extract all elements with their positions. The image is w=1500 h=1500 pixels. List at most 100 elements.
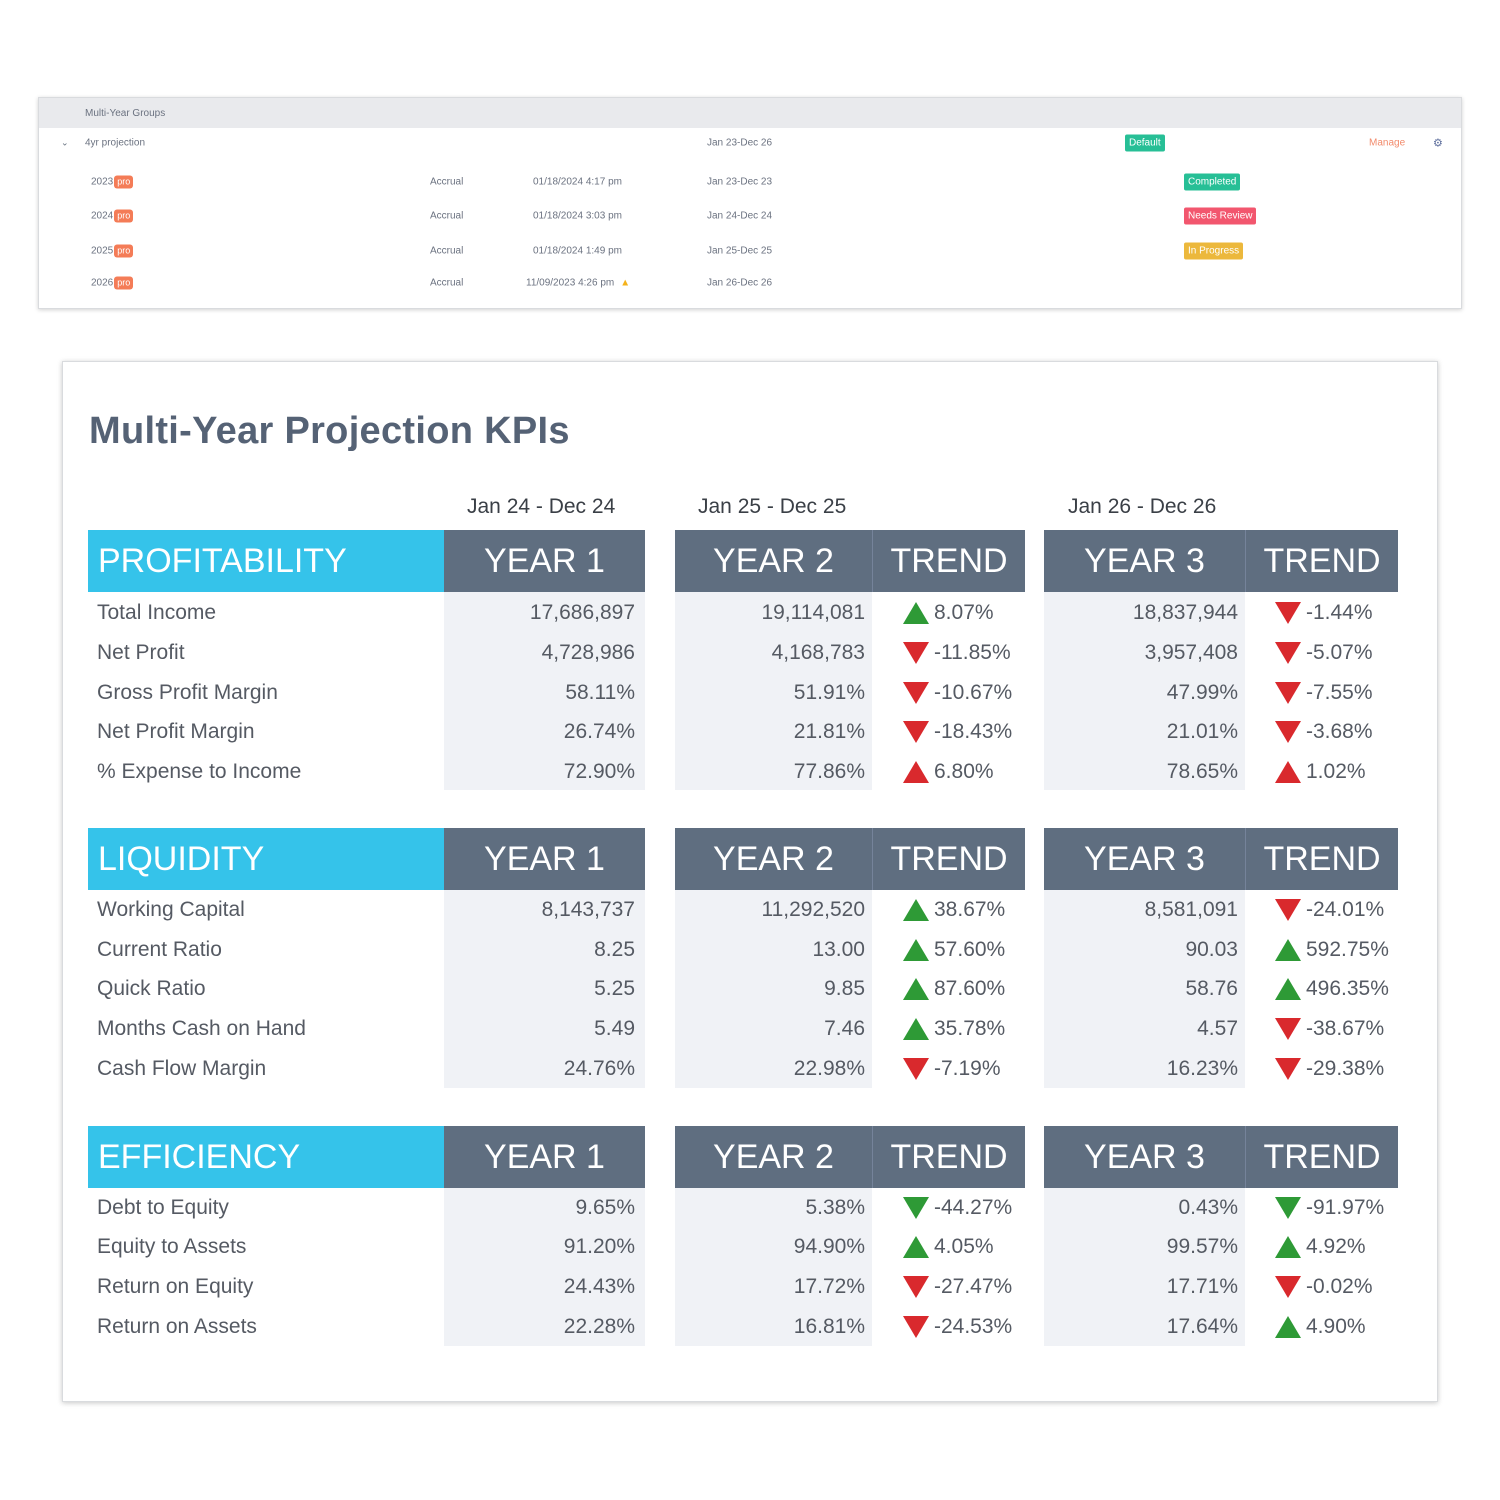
trend-up-icon	[903, 939, 929, 961]
trend-up-icon	[1275, 978, 1301, 1000]
table-row: Net Profit 4,728,986 4,168,783 -11.85% 3…	[97, 641, 1373, 664]
trend-up-icon	[903, 978, 929, 1000]
section-liquidity: LIQUIDITY YEAR 1 YEAR 2 TREND YEAR 3 TRE…	[63, 828, 1437, 1088]
period-year3: Jan 26 - Dec 26	[1068, 495, 1217, 518]
list-item[interactable]: 2026 pro Accrual 11/09/2023 4:26 pm ▲ Jan …	[39, 273, 1461, 293]
default-badge: Default	[1125, 134, 1165, 152]
trend-down-icon	[1275, 1197, 1301, 1219]
warning-triangle-icon: ▲	[620, 277, 631, 289]
table-row: Working Capital 8,143,737 11,292,520 38.…	[97, 898, 1385, 921]
item-range: Jan 24-Dec 24	[707, 210, 773, 222]
year3-header: YEAR 3	[1044, 1126, 1245, 1188]
manage-link[interactable]: Manage	[1369, 137, 1406, 149]
trend2-header: TREND	[872, 1126, 1025, 1188]
item-updated: 01/18/2024 4:17 pm	[533, 176, 622, 188]
trend-up-icon	[1275, 1236, 1301, 1258]
status-badge: Needs Review	[1184, 207, 1257, 225]
table-row: Months Cash on Hand 5.49 7.46 35.78% 4.5…	[97, 1017, 1385, 1040]
trend-down-icon	[903, 682, 929, 704]
item-year[interactable]: 2026	[91, 277, 114, 289]
item-range: Jan 23-Dec 23	[707, 176, 773, 188]
trend-up-icon	[903, 1236, 929, 1258]
item-range: Jan 26-Dec 26	[707, 277, 773, 289]
status-badge: In Progress	[1184, 242, 1244, 260]
table-row: Net Profit Margin 26.74% 21.81% -18.43% …	[97, 720, 1373, 743]
item-method: Accrual	[430, 277, 464, 289]
list-item[interactable]: 2024 pro Accrual 01/18/2024 3:03 pm Jan 2…	[39, 206, 1461, 226]
list-item[interactable]: 2025 pro Accrual 01/18/2024 1:49 pm Jan 2…	[39, 241, 1461, 261]
item-updated: 11/09/2023 4:26 pm	[526, 277, 615, 289]
status-badge: Completed	[1184, 173, 1241, 191]
trend-up-icon	[903, 899, 929, 921]
item-updated: 01/18/2024 1:49 pm	[533, 245, 622, 257]
group-row[interactable]: ⌄ 4yr projection Jan 23-Dec 26 Default M…	[39, 133, 1461, 153]
section-profitability: PROFITABILITY YEAR 1 YEAR 2 TREND YEAR 3…	[63, 530, 1437, 790]
year1-header: YEAR 1	[444, 828, 645, 890]
year1-header: YEAR 1	[444, 1126, 645, 1188]
year3-header: YEAR 3	[1044, 530, 1245, 592]
trend-down-icon	[903, 1058, 929, 1080]
item-range: Jan 25-Dec 25	[707, 245, 773, 257]
trend3-header: TREND	[1245, 530, 1398, 592]
trend3-header: TREND	[1245, 1126, 1398, 1188]
year2-header: YEAR 2	[675, 530, 872, 592]
item-method: Accrual	[430, 176, 464, 188]
trend-down-icon	[1275, 1058, 1301, 1080]
group-name[interactable]: 4yr projection	[85, 137, 146, 149]
trend-up-icon	[1275, 939, 1301, 961]
table-row: Return on Assets 22.28% 16.81% -24.53% 1…	[97, 1315, 1366, 1338]
trend-down-icon	[1275, 899, 1301, 921]
group-range: Jan 23-Dec 26	[707, 137, 773, 149]
trend-down-icon	[1275, 602, 1301, 624]
trend-up-icon	[903, 761, 929, 783]
item-year[interactable]: 2025	[91, 245, 114, 257]
item-method: Accrual	[430, 245, 464, 257]
pro-badge: pro	[114, 209, 134, 223]
trend-down-icon	[903, 642, 929, 664]
trend-up-icon	[1275, 761, 1301, 783]
trend2-header: TREND	[872, 530, 1025, 592]
kpi-card: Multi-Year Projection KPIs Jan 24 - Dec …	[62, 361, 1438, 1402]
year1-header: YEAR 1	[444, 530, 645, 592]
trend-down-icon	[1275, 1276, 1301, 1298]
category-header: PROFITABILITY	[88, 530, 444, 592]
table-row: Return on Equity 24.43% 17.72% -27.47% 1…	[97, 1275, 1373, 1298]
gear-icon[interactable]: ⚙	[1433, 137, 1443, 150]
item-year[interactable]: 2024	[91, 210, 114, 222]
trend2-header: TREND	[872, 828, 1025, 890]
table-row: Current Ratio 8.25 13.00 57.60% 90.03 59…	[97, 938, 1389, 961]
multi-year-groups-panel: Multi-Year Groups ⌄ 4yr projection Jan 2…	[38, 97, 1462, 309]
trend-down-icon	[903, 721, 929, 743]
groups-header-label: Multi-Year Groups	[85, 107, 166, 119]
trend-down-icon	[1275, 1018, 1301, 1040]
table-row: % Expense to Income 72.90% 77.86% 6.80% …	[97, 760, 1366, 783]
page-title: Multi-Year Projection KPIs	[89, 410, 570, 452]
list-item[interactable]: 2023 pro Accrual 01/18/2024 4:17 pm Jan 2…	[39, 172, 1461, 192]
item-method: Accrual	[430, 210, 464, 222]
category-header: EFFICIENCY	[88, 1126, 444, 1188]
pro-badge: pro	[114, 276, 134, 290]
trend-down-icon	[903, 1276, 929, 1298]
year2-header: YEAR 2	[675, 828, 872, 890]
year2-header: YEAR 2	[675, 1126, 872, 1188]
trend-down-icon	[1275, 721, 1301, 743]
pro-badge: pro	[114, 175, 134, 189]
section-efficiency: EFFICIENCY YEAR 1 YEAR 2 TREND YEAR 3 TR…	[63, 1126, 1437, 1348]
table-row: Equity to Assets 91.20% 94.90% 4.05% 99.…	[97, 1235, 1366, 1258]
period-year2: Jan 25 - Dec 25	[698, 495, 847, 518]
trend3-header: TREND	[1245, 828, 1398, 890]
trend-up-icon	[903, 602, 929, 624]
item-year[interactable]: 2023	[91, 176, 114, 188]
year3-header: YEAR 3	[1044, 828, 1245, 890]
trend-down-icon	[1275, 682, 1301, 704]
trend-down-icon	[903, 1197, 929, 1219]
trend-down-icon	[1275, 642, 1301, 664]
trend-up-icon	[1275, 1316, 1301, 1338]
table-row: Debt to Equity 9.65% 5.38% -44.27% 0.43%…	[97, 1196, 1385, 1219]
chevron-down-icon[interactable]: ⌄	[61, 137, 69, 148]
category-header: LIQUIDITY	[88, 828, 444, 890]
trend-down-icon	[903, 1316, 929, 1338]
table-row: Cash Flow Margin 24.76% 22.98% -7.19% 16…	[97, 1057, 1385, 1080]
table-row: Total Income 17,686,897 19,114,081 8.07%…	[97, 601, 1373, 624]
trend-up-icon	[903, 1018, 929, 1040]
